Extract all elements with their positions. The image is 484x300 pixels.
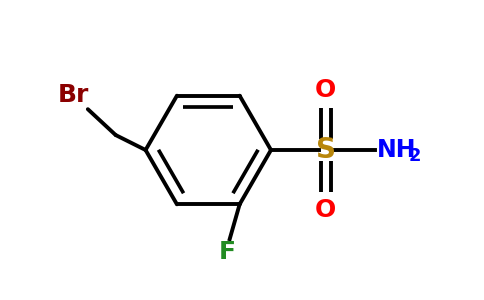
Text: Br: Br (58, 83, 90, 107)
Text: O: O (315, 198, 336, 222)
Text: S: S (316, 136, 336, 164)
Text: 2: 2 (408, 147, 421, 165)
Text: NH: NH (377, 138, 416, 162)
Text: F: F (219, 240, 236, 264)
Text: O: O (315, 78, 336, 102)
